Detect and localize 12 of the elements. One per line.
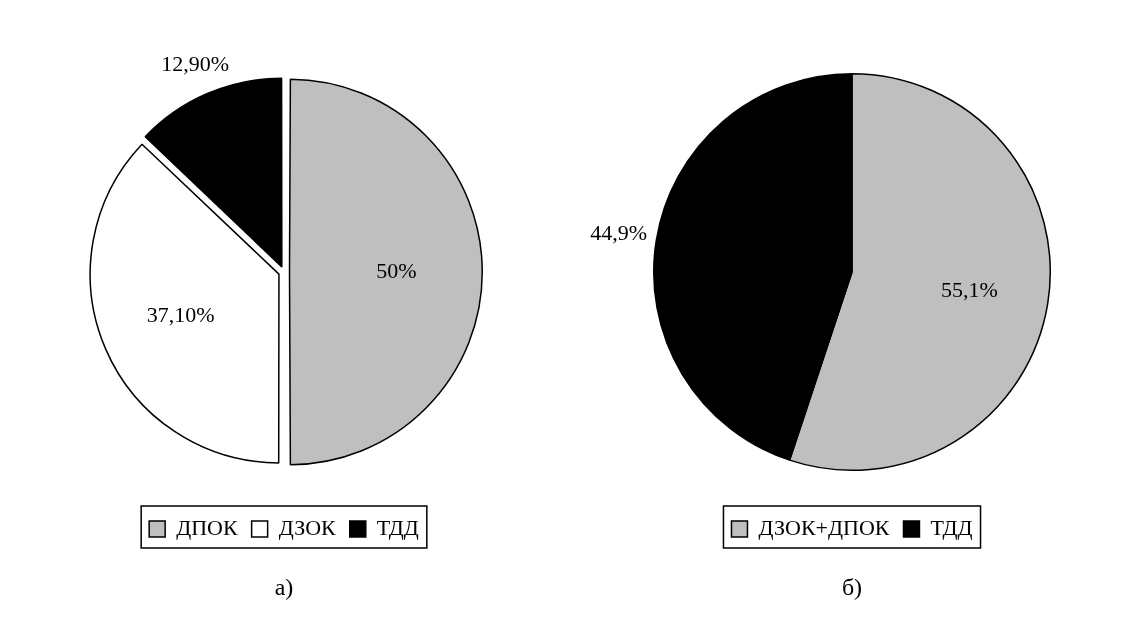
legend-label: ДЗОК xyxy=(278,514,337,540)
legend-label: ТДД xyxy=(376,514,419,540)
legend-label: ДПОК xyxy=(176,514,238,540)
text: а) xyxy=(274,574,294,601)
legend-label: ТДД xyxy=(930,514,973,540)
data-label: 44,9% xyxy=(590,220,648,246)
data-label: 12,90% xyxy=(161,50,230,76)
legend-label: ДЗОК+ДПОК xyxy=(758,514,890,540)
data-label: 37,10% xyxy=(146,302,215,328)
data-label: 55,1% xyxy=(941,276,998,302)
data-label: 50% xyxy=(376,257,417,283)
text: б) xyxy=(841,574,863,601)
